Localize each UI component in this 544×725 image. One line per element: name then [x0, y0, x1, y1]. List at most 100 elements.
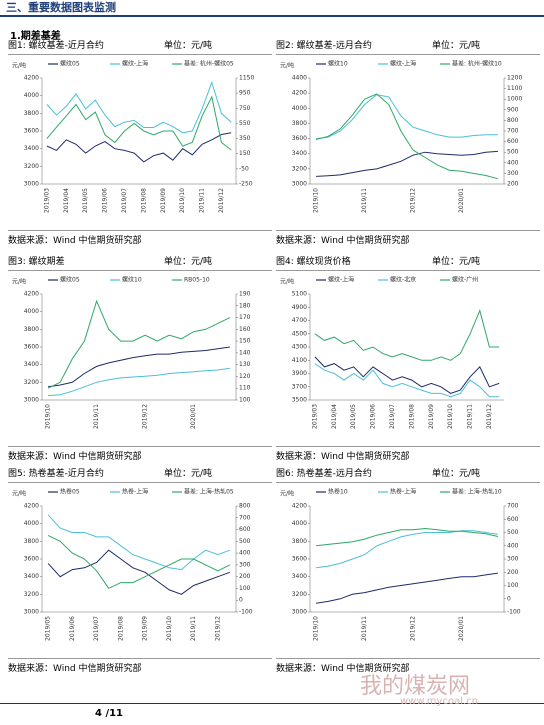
x-tick-label: 2019/07: [121, 188, 128, 213]
y2-tick-label: 120: [239, 373, 251, 380]
y2-tick-label: 150: [239, 338, 251, 345]
x-tick-label: 2019/12: [486, 404, 493, 429]
x-tick-label: 2019/11: [199, 188, 206, 213]
x-tick-label: 2019/12: [410, 188, 417, 213]
y-tick-label: 4200: [24, 291, 39, 298]
x-tick-label: 2019/06: [370, 404, 377, 429]
y-tick-label: 3200: [292, 165, 307, 172]
x-tick-label: 2019/09: [428, 404, 435, 429]
footer-rule: [0, 703, 544, 704]
legend-label: 基差: 杭州-螺纹10: [452, 60, 502, 68]
panel-source: 数据来源：Wind 中信期货研究部: [276, 446, 540, 462]
y-tick-label: 3800: [24, 110, 39, 117]
x-tick-label: 2019/08: [117, 616, 124, 641]
y2-tick-label: 140: [239, 349, 251, 356]
panel-unit: 单位：元/吨: [431, 41, 480, 51]
y2-tick-label: 700: [507, 128, 519, 135]
y-tick-label: 4000: [24, 92, 39, 99]
x-tick-label: 2019/11: [361, 188, 368, 213]
y2-tick-label: 300: [239, 561, 251, 568]
x-tick-label: 2019/05: [45, 616, 52, 641]
y-tick-label: 4300: [292, 344, 307, 351]
panel-title: 图1: 螺纹基差-近月合约: [8, 40, 272, 55]
series-line: [47, 299, 231, 389]
y-tick-label: 4200: [292, 90, 307, 97]
y2-tick-label: 100: [507, 582, 519, 589]
panel-unit: 单位：元/吨: [163, 257, 212, 267]
legend-label: 热卷05: [60, 488, 80, 496]
x-tick-label: 2019/09: [142, 616, 149, 641]
y-tick-label: 3500: [292, 397, 307, 404]
legend-label: 热卷-上海: [122, 488, 148, 496]
y2-tick-label: 0: [239, 597, 243, 604]
y2-tick-label: 170: [239, 314, 251, 321]
y-tick-label: 3200: [24, 379, 39, 386]
y2-tick-label: 500: [507, 149, 519, 156]
chart-panel: 图4: 螺纹现货价格 单位：元/吨 数据来源：Wind 中信期货研究部 元/吨 3500…: [276, 256, 540, 462]
series-line: [316, 527, 499, 547]
legend-label: 基差: 上海-热轧05: [184, 488, 234, 496]
chart: 元/吨 3000 3200 3400 3600 3800 4000 4200 4400 200 30…: [280, 60, 522, 213]
y2-tick-label: 190: [239, 291, 251, 298]
y2-tick-label: 400: [507, 159, 519, 166]
series-line: [314, 309, 500, 361]
series-line: [47, 534, 231, 590]
x-tick-label: 2019/08: [408, 404, 415, 429]
panel-source: 数据来源：Wind 中信期货研究部: [8, 658, 272, 674]
series-line: [48, 346, 230, 388]
y2-tick-label: 300: [507, 556, 519, 563]
panel-title: 图4: 螺纹现货价格: [276, 256, 540, 271]
y-tick-label: 3400: [24, 573, 39, 580]
y2-tick-label: 750: [239, 105, 251, 112]
page-number: 4 /11: [95, 708, 124, 719]
series-line: [315, 93, 499, 180]
y-axis-unit: 元/吨: [12, 490, 26, 498]
y-tick-label: 4200: [292, 503, 307, 510]
x-tick-label: 2019/07: [93, 616, 100, 641]
y2-tick-label: -100: [507, 609, 521, 616]
series-line: [314, 356, 500, 394]
x-tick-label: 2019/11: [467, 404, 474, 429]
y2-tick-label: 1100: [507, 85, 522, 92]
y-tick-label: 4200: [24, 75, 39, 82]
panel-unit: 单位：元/吨: [431, 469, 480, 479]
y2-tick-label: 100: [239, 585, 251, 592]
x-tick-label: 2019/05: [350, 404, 357, 429]
y2-tick-label: 300: [507, 170, 519, 177]
panel-source: 数据来源：Wind 中信期货研究部: [276, 658, 540, 674]
y-tick-label: 3400: [292, 573, 307, 580]
x-tick-label: 2019/03: [311, 404, 318, 429]
y-tick-label: 4000: [292, 520, 307, 527]
legend-label: 螺纹-上海: [390, 60, 416, 68]
x-tick-label: 2019/11: [361, 616, 368, 641]
legend-label: RB05-10: [184, 277, 210, 284]
y2-tick-label: 500: [239, 538, 251, 545]
legend-label: 螺纹-广州: [452, 276, 478, 284]
y-tick-label: 3700: [292, 383, 307, 390]
panel-unit: 单位：元/吨: [163, 41, 212, 51]
x-tick-label: 2019/04: [63, 188, 70, 213]
x-tick-label: 2019/05: [82, 188, 89, 213]
series-line: [316, 530, 498, 569]
chart-panel: 图6: 热卷基差-远月合约 单位：元/吨 数据来源：Wind 中信期货研究部 元/吨 3…: [276, 468, 540, 674]
panel-source: 数据来源：Wind 中信期货研究部: [8, 230, 272, 246]
y2-tick-label: 600: [507, 138, 519, 145]
panel-unit: 单位：元/吨: [163, 469, 212, 479]
panel-source: 数据来源：Wind 中信期货研究部: [8, 446, 272, 462]
y-tick-label: 3800: [24, 326, 39, 333]
y-tick-label: 3800: [24, 538, 39, 545]
chart: 元/吨 3000 3200 3400 3600 3800 4000 4200 -250 -50 15…: [12, 60, 254, 213]
y2-tick-label: 160: [239, 326, 251, 333]
y2-tick-label: 150: [239, 150, 251, 157]
y-tick-label: 3600: [292, 556, 307, 563]
chart-panel: 图1: 螺纹基差-近月合约 单位：元/吨 数据来源：Wind 中信期货研究部 元/吨 3…: [8, 40, 272, 246]
chart-panel: 图3: 螺纹期差 单位：元/吨 数据来源：Wind 中信期货研究部 元/吨 3000 32…: [8, 256, 272, 462]
legend-label: 热卷-上海: [390, 488, 416, 496]
legend-label: 螺纹-上海: [122, 60, 148, 68]
y-tick-label: 4500: [292, 330, 307, 337]
y2-tick-label: 100: [239, 397, 251, 404]
y2-tick-label: 350: [239, 135, 251, 142]
y-tick-label: 3400: [292, 150, 307, 157]
y-tick-label: 3400: [24, 361, 39, 368]
legend-label: 基差: 上海-热轧10: [452, 488, 502, 496]
